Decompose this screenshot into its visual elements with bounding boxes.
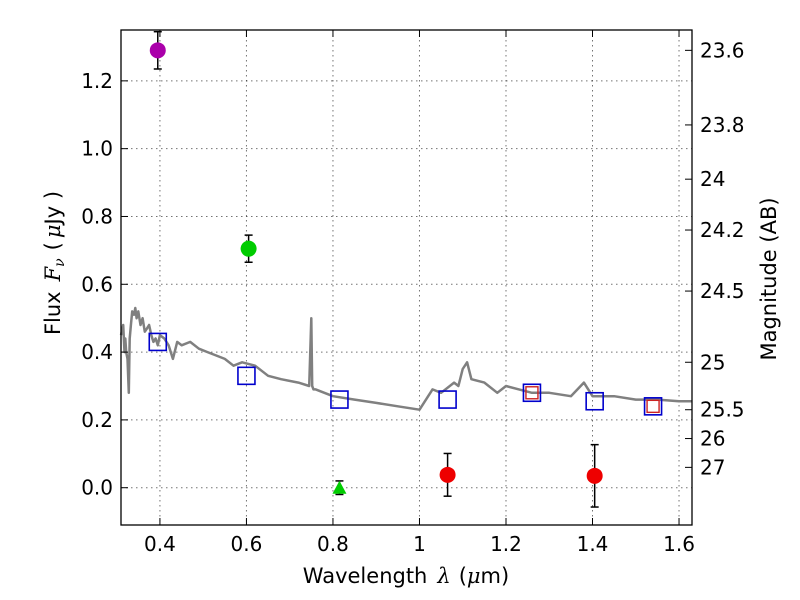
model-box — [522, 383, 542, 403]
model-box — [585, 391, 604, 411]
y-tick-label: 0.8 — [81, 204, 113, 228]
y2-tick-label: 24.5 — [700, 279, 745, 303]
y2-tick-label: 24 — [700, 167, 725, 191]
y-tick-label: 1.0 — [81, 137, 113, 161]
x-tick-label: 1.4 — [577, 532, 609, 556]
model-box — [643, 397, 663, 416]
model-box — [438, 390, 457, 409]
y2-tick-label: 27 — [700, 455, 725, 479]
upper-limit-point — [332, 480, 347, 494]
y2-tick-label: 24.2 — [700, 218, 745, 242]
x-tick-label: 1.2 — [490, 532, 522, 556]
y2-tick-label: 23.6 — [700, 38, 745, 62]
data-point — [439, 466, 456, 483]
data-point — [240, 240, 257, 257]
y-tick-label: 0.0 — [81, 476, 113, 500]
y2-tick-label: 25.5 — [700, 398, 745, 422]
plot-area — [119, 30, 692, 508]
y2-axis-title: Magnitude (AB) — [757, 197, 781, 360]
y-tick-label: 0.2 — [81, 408, 113, 432]
data-point — [586, 467, 603, 484]
axes-frame — [120, 29, 693, 526]
y2-tick-label: 26 — [700, 427, 725, 451]
x-tick-label: 1.6 — [663, 532, 695, 556]
y-axis-title: FluxFν(μJy ) — [41, 191, 68, 335]
model-box — [148, 332, 168, 352]
gridlines — [121, 30, 692, 525]
x-tick-label: 0.4 — [144, 532, 176, 556]
x-tick-label: 0.8 — [317, 532, 349, 556]
x-tick-label: 0.6 — [231, 532, 263, 556]
model-box — [237, 366, 256, 386]
y-tick-label: 1.2 — [81, 69, 113, 93]
model-box-inner — [525, 386, 539, 400]
ticks: 0.4 0.6 0.8 1 1.2 1.4 1.6 0.0 0.2 0.4 0.6 0.8 1.0 1.2… — [81, 30, 745, 556]
x-axis-title: Wavelength λ (μm) — [303, 564, 509, 588]
model-box — [330, 390, 349, 409]
sed-line — [119, 306, 692, 411]
y-tick-label: 0.6 — [81, 272, 113, 296]
data-point — [149, 42, 166, 59]
x-tick-label: 1 — [413, 532, 426, 556]
y-tick-label: 0.4 — [81, 340, 113, 364]
model-box-inner — [646, 399, 660, 414]
y2-tick-label: 25 — [700, 350, 725, 374]
y2-tick-label: 23.8 — [700, 113, 745, 137]
